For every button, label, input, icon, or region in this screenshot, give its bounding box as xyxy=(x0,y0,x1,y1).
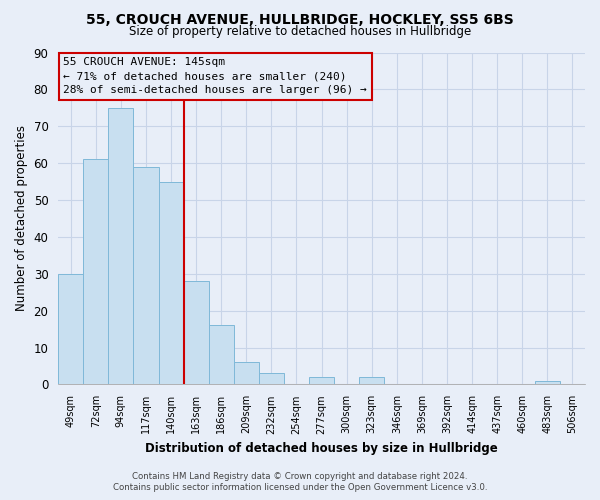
X-axis label: Distribution of detached houses by size in Hullbridge: Distribution of detached houses by size … xyxy=(145,442,498,455)
Bar xyxy=(83,160,109,384)
Text: 55, CROUCH AVENUE, HULLBRIDGE, HOCKLEY, SS5 6BS: 55, CROUCH AVENUE, HULLBRIDGE, HOCKLEY, … xyxy=(86,12,514,26)
Bar xyxy=(158,182,184,384)
Text: Size of property relative to detached houses in Hullbridge: Size of property relative to detached ho… xyxy=(129,25,471,38)
Bar xyxy=(309,377,334,384)
Text: 55 CROUCH AVENUE: 145sqm
← 71% of detached houses are smaller (240)
28% of semi-: 55 CROUCH AVENUE: 145sqm ← 71% of detach… xyxy=(64,58,367,96)
Bar xyxy=(133,167,158,384)
Y-axis label: Number of detached properties: Number of detached properties xyxy=(15,126,28,312)
Text: Contains HM Land Registry data © Crown copyright and database right 2024.
Contai: Contains HM Land Registry data © Crown c… xyxy=(113,472,487,492)
Bar xyxy=(259,374,284,384)
Bar xyxy=(209,326,234,384)
Bar xyxy=(234,362,259,384)
Bar xyxy=(58,274,83,384)
Bar xyxy=(359,377,384,384)
Bar xyxy=(535,381,560,384)
Bar xyxy=(184,281,209,384)
Bar xyxy=(109,108,133,384)
